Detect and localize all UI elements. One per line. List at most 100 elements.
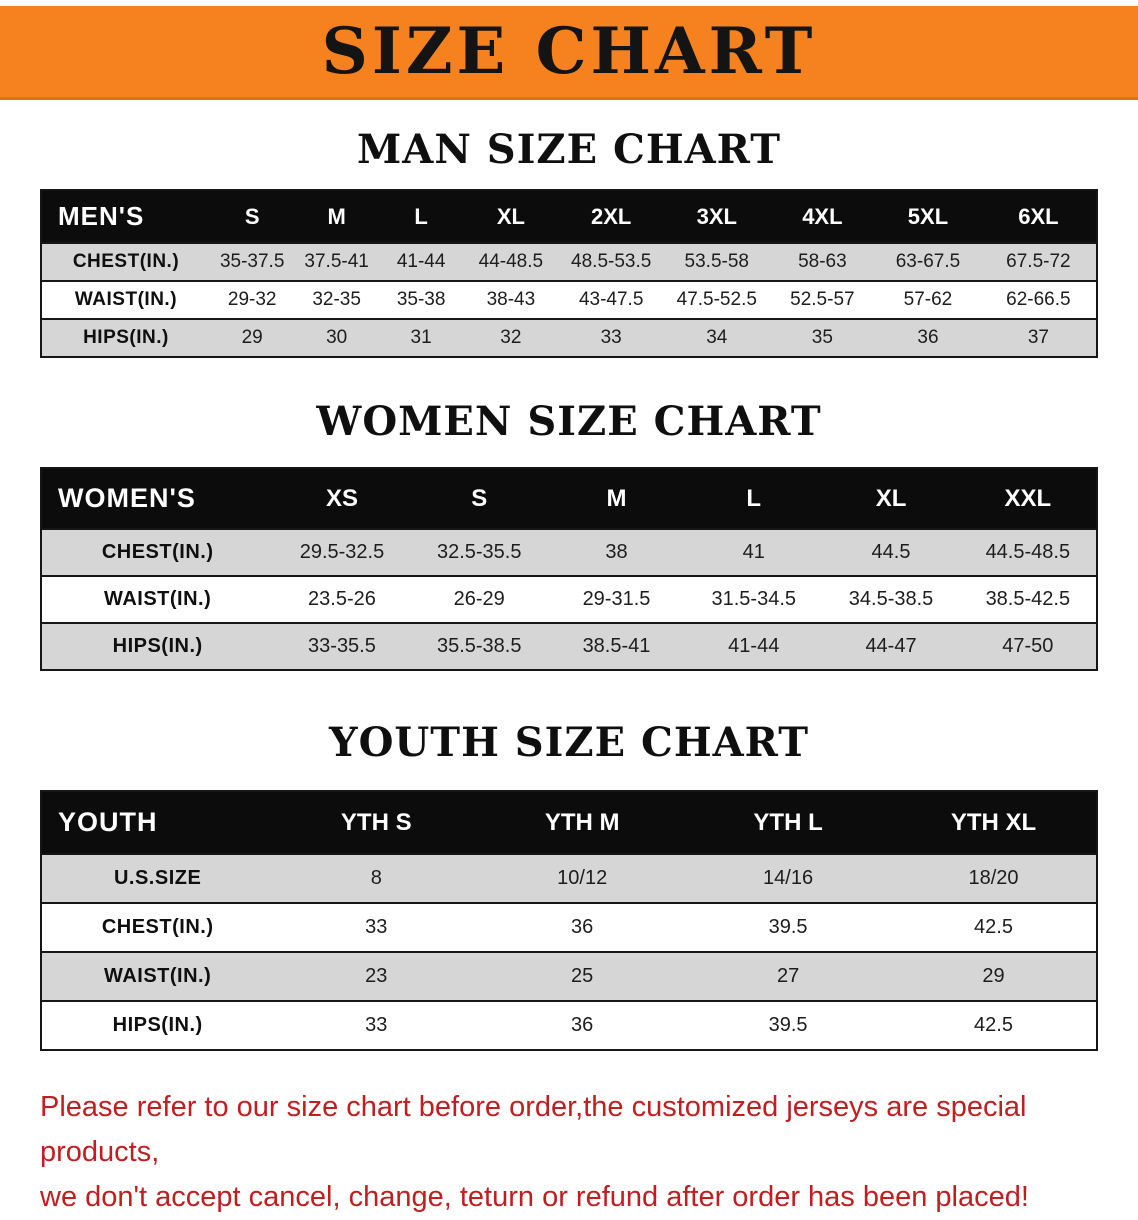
size-value: 39.5	[685, 903, 892, 952]
table-title-cell: WOMEN'S	[41, 468, 274, 529]
size-value: 43-47.5	[558, 281, 664, 319]
size-value: 47-50	[959, 623, 1097, 670]
size-value: 36	[875, 319, 981, 357]
size-value: 41-44	[378, 243, 464, 281]
column-header: XL	[822, 468, 960, 529]
row-label: HIPS(IN.)	[41, 319, 210, 357]
disclaimer: Please refer to our size chart before or…	[40, 1085, 1102, 1220]
size-value: 67.5-72	[980, 243, 1097, 281]
column-header: XS	[273, 468, 411, 529]
column-header: YTH S	[273, 791, 480, 854]
size-value: 38	[547, 529, 686, 576]
size-value: 41	[685, 529, 823, 576]
column-header: 5XL	[875, 190, 981, 243]
size-value: 29-32	[209, 281, 295, 319]
table-row: HIPS(IN.) 29 30 31 32 33 34 35 36 37	[41, 319, 1097, 357]
size-value: 58-63	[769, 243, 876, 281]
size-value: 62-66.5	[980, 281, 1097, 319]
banner: SIZE CHART	[0, 6, 1138, 100]
women-section: WOMEN SIZE CHART WOMEN'S XS S M L XL XXL	[0, 358, 1138, 671]
size-value: 29.5-32.5	[273, 529, 411, 576]
size-value: 29	[209, 319, 295, 357]
table-row: WAIST(IN.) 23.5-26 26-29 29-31.5 31.5-34…	[41, 576, 1097, 623]
column-header: YTH M	[479, 791, 686, 854]
youth-section-heading: YOUTH SIZE CHART	[329, 719, 809, 766]
women-size-table: WOMEN'S XS S M L XL XXL CHEST(IN.) 29.5-…	[40, 467, 1098, 671]
size-value: 31	[378, 319, 464, 357]
size-value: 33	[273, 903, 480, 952]
size-value: 27	[685, 952, 892, 1001]
size-value: 26-29	[410, 576, 548, 623]
row-label: CHEST(IN.)	[41, 903, 274, 952]
size-value: 32-35	[294, 281, 379, 319]
size-value: 39.5	[685, 1001, 892, 1050]
row-label: WAIST(IN.)	[41, 952, 274, 1001]
size-value: 37.5-41	[294, 243, 379, 281]
column-header: 2XL	[558, 190, 664, 243]
size-value: 23.5-26	[273, 576, 411, 623]
column-header: S	[410, 468, 548, 529]
column-header: M	[547, 468, 686, 529]
size-value: 35	[769, 319, 876, 357]
disclaimer-line-2: we don't accept cancel, change, teturn o…	[40, 1180, 1029, 1213]
size-value: 41-44	[685, 623, 823, 670]
size-value: 35-38	[378, 281, 464, 319]
table-row: HIPS(IN.) 33-35.5 35.5-38.5 38.5-41 41-4…	[41, 623, 1097, 670]
size-value: 35.5-38.5	[410, 623, 548, 670]
size-value: 57-62	[875, 281, 981, 319]
men-section: MAN SIZE CHART MEN'S S M L XL 2XL 3XL 4X…	[0, 100, 1138, 358]
row-label: CHEST(IN.)	[41, 243, 210, 281]
size-value: 29	[891, 952, 1097, 1001]
column-header: XL	[463, 190, 559, 243]
size-value: 14/16	[685, 854, 892, 903]
size-value: 44-47	[822, 623, 960, 670]
table-title-cell: YOUTH	[41, 791, 274, 854]
table-row: CHEST(IN.) 29.5-32.5 32.5-35.5 38 41 44.…	[41, 529, 1097, 576]
column-header: M	[294, 190, 379, 243]
size-value: 8	[273, 854, 480, 903]
row-label: CHEST(IN.)	[41, 529, 274, 576]
size-value: 35-37.5	[209, 243, 295, 281]
size-value: 38.5-41	[547, 623, 686, 670]
size-value: 10/12	[479, 854, 686, 903]
youth-table-header: YOUTH YTH S YTH M YTH L YTH XL	[41, 791, 1097, 854]
size-value: 32.5-35.5	[410, 529, 548, 576]
column-header: L	[685, 468, 823, 529]
size-value: 25	[479, 952, 686, 1001]
table-row: CHEST(IN.) 35-37.5 37.5-41 41-44 44-48.5…	[41, 243, 1097, 281]
size-value: 63-67.5	[875, 243, 981, 281]
size-value: 33-35.5	[273, 623, 411, 670]
table-header-row: WOMEN'S XS S M L XL XXL	[41, 468, 1097, 529]
size-value: 37	[980, 319, 1097, 357]
column-header: 3XL	[663, 190, 770, 243]
size-value: 34	[663, 319, 770, 357]
table-row: WAIST(IN.) 29-32 32-35 35-38 38-43 43-47…	[41, 281, 1097, 319]
size-value: 52.5-57	[769, 281, 876, 319]
disclaimer-line-1: Please refer to our size chart before or…	[40, 1091, 1027, 1168]
size-value: 34.5-38.5	[822, 576, 960, 623]
row-label: HIPS(IN.)	[41, 623, 274, 670]
page-title: SIZE CHART	[321, 13, 817, 89]
size-value: 53.5-58	[663, 243, 770, 281]
size-value: 36	[479, 903, 686, 952]
table-row: CHEST(IN.) 33 36 39.5 42.5	[41, 903, 1097, 952]
size-value: 48.5-53.5	[558, 243, 664, 281]
row-label: HIPS(IN.)	[41, 1001, 274, 1050]
size-value: 44.5	[822, 529, 960, 576]
women-table-header: WOMEN'S XS S M L XL XXL	[41, 468, 1097, 529]
size-value: 42.5	[891, 1001, 1097, 1050]
men-size-table: MEN'S S M L XL 2XL 3XL 4XL 5XL 6XL CHEST…	[40, 189, 1098, 358]
table-header-row: YOUTH YTH S YTH M YTH L YTH XL	[41, 791, 1097, 854]
table-row: HIPS(IN.) 33 36 39.5 42.5	[41, 1001, 1097, 1050]
table-title-cell: MEN'S	[41, 190, 210, 243]
youth-section: YOUTH SIZE CHART YOUTH YTH S YTH M YTH L…	[0, 671, 1138, 1051]
size-value: 38-43	[463, 281, 559, 319]
men-table-header: MEN'S S M L XL 2XL 3XL 4XL 5XL 6XL	[41, 190, 1097, 243]
column-header: 4XL	[769, 190, 876, 243]
column-header: S	[209, 190, 295, 243]
column-header: XXL	[959, 468, 1097, 529]
table-row: WAIST(IN.) 23 25 27 29	[41, 952, 1097, 1001]
row-label: WAIST(IN.)	[41, 576, 274, 623]
size-value: 33	[558, 319, 664, 357]
